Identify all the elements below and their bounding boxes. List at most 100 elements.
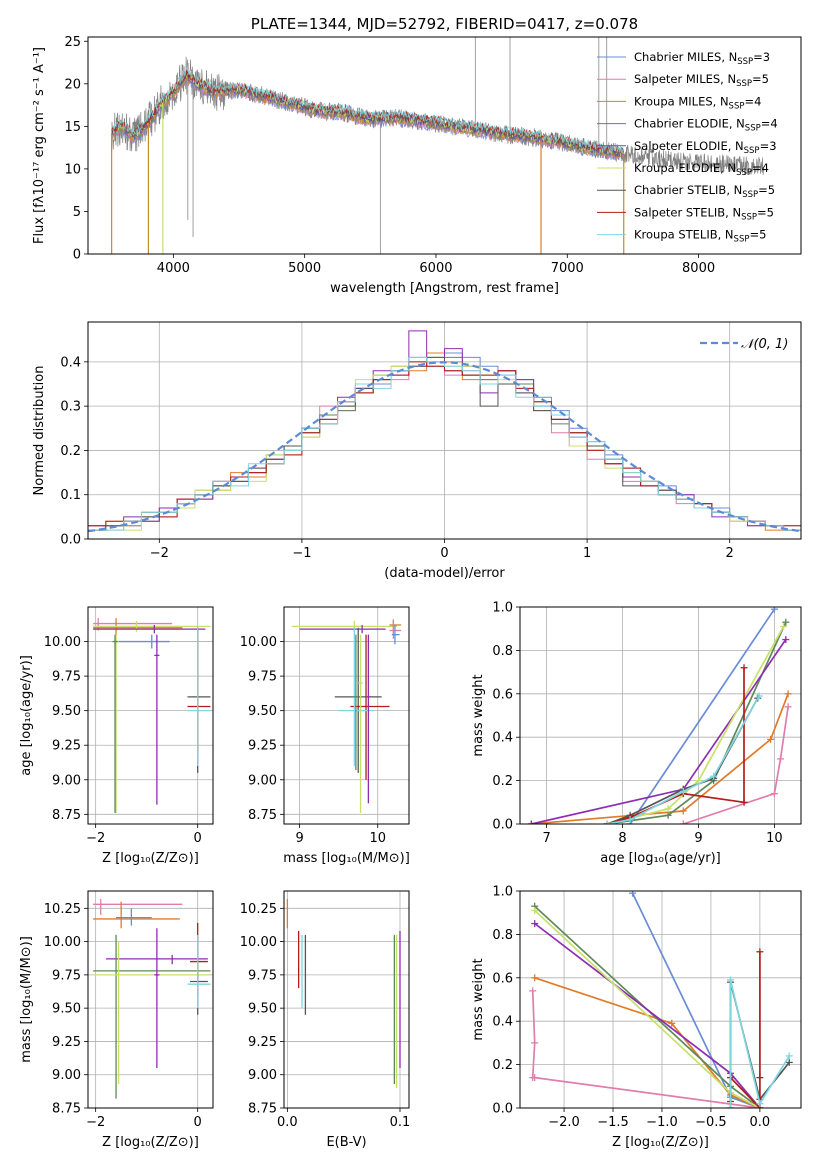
x-axis-label: Z [log₁₀(Z/Z⊙)]	[612, 1135, 709, 1150]
errorbar	[93, 898, 183, 915]
x-tick-label: 0.0	[750, 1115, 771, 1130]
x-tick-label: 9	[295, 831, 303, 846]
x-tick-label: 4000	[157, 261, 190, 276]
normal-curve	[88, 361, 801, 533]
y-tick-label: 9.00	[248, 1068, 277, 1083]
legend: 𝒩(0, 1)	[700, 337, 788, 352]
plot-area	[286, 898, 401, 1089]
y-tick-label: 9.25	[52, 739, 81, 754]
weight-marker	[785, 1058, 793, 1066]
axes-frame	[519, 890, 802, 1109]
y-tick-label: 0	[73, 248, 81, 263]
weight-marker	[740, 798, 748, 806]
legend-entry: Kroupa ELODIE, NSSP=4	[634, 161, 769, 178]
axes-frame	[283, 890, 410, 1109]
legend-label: Kroupa STELIB, N	[634, 228, 734, 242]
legend-sub: SSP	[736, 168, 752, 178]
x-tick-label: 0.1	[390, 1115, 411, 1130]
y-tick-label: 9.00	[52, 1068, 81, 1083]
x-tick-label: 8	[618, 831, 626, 846]
weight-line	[729, 979, 791, 1108]
y-axis-label: mass weight	[471, 958, 486, 1040]
y-tick-label: 9.75	[248, 968, 277, 983]
y-tick-label: 0.2	[492, 774, 513, 789]
y-tick-label: 10.25	[44, 902, 81, 917]
y-tick-label: 0.8	[492, 644, 513, 659]
x-axis-label: age [log₁₀(age/yr)]	[600, 851, 721, 866]
weight-marker	[727, 976, 735, 984]
weight-marker	[785, 1052, 793, 1060]
plot-area	[93, 618, 211, 813]
errorbar	[116, 634, 170, 649]
errorbar	[187, 627, 211, 753]
x-axis-label: Z [log₁₀(Z/Z⊙)]	[102, 851, 199, 866]
legend-entry: Chabrier STELIB, NSSP=5	[634, 183, 775, 200]
plot-area	[527, 607, 792, 824]
y-tick-label: 0.0	[492, 1102, 513, 1117]
plot-area	[88, 330, 801, 539]
errorbar	[334, 627, 382, 773]
y-tick-label: 1.0	[492, 885, 513, 900]
y-axis-label: mass weight	[471, 674, 486, 756]
x-tick-label: 10	[369, 831, 386, 846]
axes-frame	[87, 321, 802, 540]
errorbar	[93, 934, 211, 1099]
weight-marker	[780, 623, 788, 631]
y-tick-label: 9.50	[248, 704, 277, 719]
y-tick-label: 1.0	[492, 601, 513, 616]
y-tick-label: 9.50	[52, 1002, 81, 1017]
weight-line	[531, 693, 789, 824]
weight-marker	[770, 607, 778, 613]
axes-frame	[283, 606, 410, 825]
y-axis-label: Flux [fλ10⁻¹⁷ erg cm⁻² s⁻¹ A⁻¹]	[32, 47, 47, 244]
legend-label: Kroupa MILES, N	[634, 94, 729, 108]
y-tick-label: 8.75	[52, 1102, 81, 1117]
plot-area	[93, 898, 211, 1099]
plot-area	[111, 37, 765, 254]
weight-line	[607, 621, 787, 824]
y-tick-label: 0.2	[60, 444, 81, 459]
legend-sub: SSP	[742, 190, 758, 200]
weight-line	[534, 905, 761, 1108]
errorbar	[358, 634, 363, 813]
y-tick-label: 8.75	[52, 808, 81, 823]
legend-entry: Salpeter MILES, NSSP=5	[634, 72, 769, 89]
y-tick-label: 9.25	[248, 1035, 277, 1050]
x-axis-label: E(B-V)	[326, 1135, 366, 1150]
y-tick-label: 9.75	[52, 670, 81, 685]
legend-entry: Chabrier MILES, NSSP=3	[634, 50, 770, 67]
y-tick-label: 0.3	[60, 400, 81, 415]
y-tick-label: 8.75	[248, 1102, 277, 1117]
x-tick-label: 0	[194, 831, 202, 846]
y-tick-label: 5	[73, 205, 81, 220]
chart-title: PLATE=1344, MJD=52792, FIBERID=0417, z=0…	[251, 15, 638, 33]
y-tick-label: 15	[64, 120, 81, 135]
legend-sub: SSP	[736, 79, 752, 89]
weight-marker	[527, 820, 535, 824]
y-tick-label: 10.00	[44, 635, 81, 650]
errorbar	[366, 634, 371, 804]
legend-sub: SSP	[741, 212, 757, 222]
weight-marker	[664, 811, 672, 819]
axes-frame	[519, 606, 802, 825]
weight-marker	[756, 1100, 764, 1108]
legend-label: Kroupa ELODIE, N	[634, 161, 736, 175]
errorbar	[113, 634, 119, 813]
y-tick-label: 0.4	[492, 731, 513, 746]
y-tick-label: 10	[64, 162, 81, 177]
x-tick-label: 7	[542, 831, 550, 846]
errorbar	[154, 634, 160, 805]
legend-sub: SSP	[737, 57, 753, 67]
legend-sub: SSP	[744, 146, 760, 156]
axes-mass-weight-vs-age: 7 8 9 10 0.0 0.2 0.4 0.6 0.8 1.0 age [log₁₀(age/yr…	[471, 601, 802, 866]
errorbar	[116, 908, 152, 926]
legend-suffix: =5	[758, 183, 775, 197]
errorbar	[93, 901, 180, 929]
legend-entry: Salpeter STELIB, NSSP=5	[634, 205, 774, 222]
x-tick-label: 8000	[682, 261, 715, 276]
errorbar	[93, 624, 206, 634]
weight-marker	[603, 820, 611, 824]
y-tick-label: 0.6	[492, 687, 513, 702]
x-axis-label: (data-model)/error	[384, 566, 505, 581]
